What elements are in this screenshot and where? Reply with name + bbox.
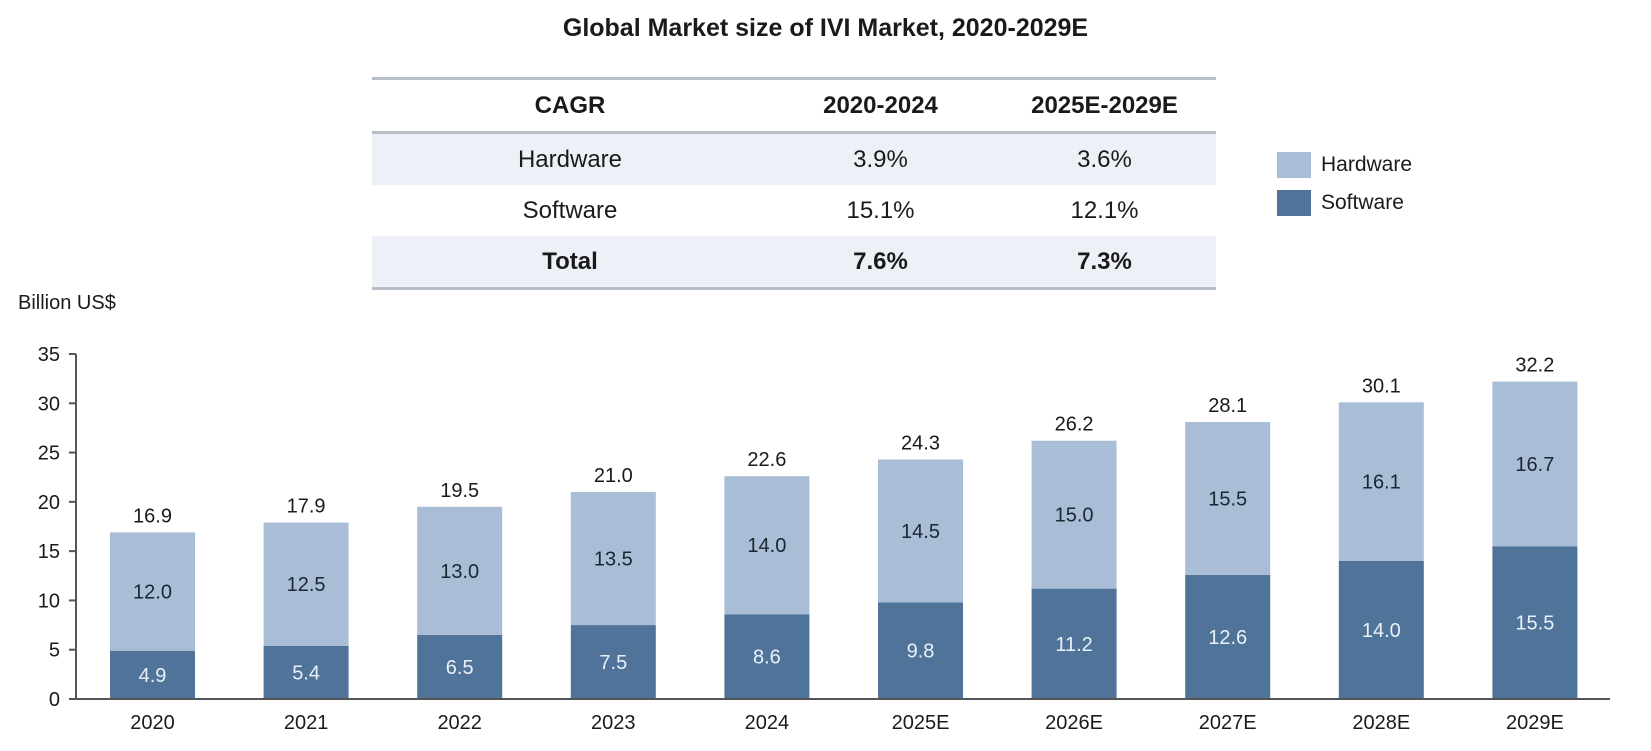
cagr-header: CAGR	[534, 91, 606, 119]
legend-label: Software	[1321, 191, 1404, 214]
bar-total-label: 30.1	[1362, 375, 1401, 397]
bar-segment-software	[417, 634, 503, 699]
chart-title: Global Market size of IVI Market, 2020-2…	[562, 14, 1089, 42]
bar-value-label: 15.5	[1208, 488, 1247, 510]
table-row-hardware: Hardware 3.9% 3.6%	[372, 132, 1216, 185]
cagr-table: CAGR 2020-2024 2025E-2029E Hardware 3.9%…	[372, 77, 1216, 290]
bar-segment-software	[570, 625, 656, 699]
bar-segment-hardware	[1492, 381, 1578, 547]
bar-total-label: 24.3	[901, 432, 940, 454]
bar-total-label: 19.5	[440, 480, 479, 502]
table-row-total: Total 7.6% 7.3%	[372, 236, 1216, 289]
y-tick-label: 30	[38, 393, 60, 415]
y-axis-label: Billion US$	[18, 292, 116, 314]
x-tick-label: 2027E	[1199, 712, 1257, 734]
bar-value-label: 7.5	[599, 652, 627, 674]
bar-segment-software	[1031, 588, 1117, 699]
bar-value-label: 9.8	[907, 641, 935, 663]
bar-total-label: 16.9	[133, 505, 172, 527]
x-tick-label: 2020	[130, 712, 175, 734]
legend-item-hardware: Hardware	[1277, 146, 1412, 184]
period-2-header: 2025E-2029E	[1031, 91, 1178, 119]
bar-value-label: 12.6	[1208, 627, 1247, 649]
bar-total-label: 32.2	[1515, 355, 1554, 377]
y-tick-label: 35	[38, 344, 60, 366]
bar-segment-hardware	[1338, 402, 1424, 561]
bar-segment-hardware	[417, 506, 503, 635]
chart-legend: Hardware Software	[1277, 146, 1412, 222]
bar-segment-software	[1185, 574, 1271, 699]
bar-total-label: 26.2	[1055, 414, 1094, 436]
x-tick-label: 2029E	[1506, 712, 1564, 734]
x-tick-label: 2022	[437, 712, 482, 734]
row-label: Software	[522, 196, 618, 224]
cagr-table-header-row: CAGR 2020-2024 2025E-2029E	[372, 78, 1216, 133]
bar-segment-hardware	[570, 492, 656, 626]
bar-segment-hardware	[1185, 422, 1271, 575]
legend-item-software: Software	[1277, 184, 1412, 222]
cell-value: 7.3%	[993, 236, 1216, 289]
y-tick-label: 20	[38, 492, 60, 514]
cell-value: 3.6%	[993, 132, 1216, 185]
row-label: Hardware	[372, 132, 768, 185]
x-tick-label: 2021	[284, 712, 329, 734]
x-tick-label: 2028E	[1352, 712, 1410, 734]
bar-segment-hardware	[724, 476, 810, 615]
bar-value-label: 13.0	[440, 561, 479, 583]
y-tick-label: 5	[49, 640, 60, 662]
bar-value-label: 14.0	[1362, 620, 1401, 642]
bar-value-label: 11.2	[1055, 634, 1092, 656]
legend-swatch-hardware	[1277, 152, 1311, 178]
bar-segment-software	[110, 650, 195, 699]
bar-segment-software	[878, 602, 963, 699]
bar-total-label: 28.1	[1208, 395, 1247, 417]
bar-total-label: 21.0	[594, 465, 633, 487]
bar-value-label: 5.4	[292, 662, 320, 684]
y-tick-label: 0	[49, 689, 60, 711]
x-tick-label: 2024	[745, 712, 790, 734]
bar-value-label: 15.5	[1515, 613, 1554, 635]
legend-swatch-software	[1277, 190, 1311, 216]
row-label: Total	[372, 236, 768, 289]
bar-segment-software	[1492, 546, 1578, 699]
period-1-header: 2020-2024	[823, 91, 938, 119]
bar-segment-software	[263, 645, 349, 699]
bar-segment-hardware	[1031, 440, 1117, 589]
bar-value-label: 6.5	[446, 657, 474, 679]
bar-segment-hardware	[878, 459, 963, 603]
bar-segment-software	[1338, 561, 1424, 699]
bar-value-label: 4.9	[139, 665, 167, 687]
y-tick-label: 10	[38, 590, 60, 612]
x-tick-label: 2023	[591, 712, 636, 734]
cell-value: 15.1%	[846, 196, 915, 224]
cell-value: 3.9%	[768, 132, 993, 185]
bar-value-label: 12.0	[133, 582, 172, 604]
bar-total-label: 22.6	[747, 449, 786, 471]
bar-segment-software	[724, 614, 810, 699]
bar-value-label: 15.0	[1055, 505, 1094, 527]
bar-segment-hardware	[263, 522, 349, 646]
bar-total-label: 17.9	[287, 496, 326, 518]
cell-value: 7.6%	[768, 236, 993, 289]
bar-value-label: 16.1	[1362, 472, 1401, 494]
y-tick-label: 25	[38, 443, 60, 465]
bar-value-label: 12.5	[287, 574, 326, 596]
bar-value-label: 14.0	[747, 535, 786, 557]
bar-value-label: 13.5	[594, 549, 633, 571]
bar-segment-hardware	[110, 532, 195, 651]
x-tick-label: 2026E	[1045, 712, 1103, 734]
table-row-software: Software 15.1% 12.1%	[372, 185, 1216, 236]
cell-value: 12.1%	[1070, 196, 1139, 224]
bar-value-label: 16.7	[1515, 454, 1554, 476]
y-tick-label: 15	[38, 541, 60, 563]
x-tick-label: 2025E	[892, 712, 950, 734]
bar-value-label: 8.6	[753, 647, 781, 669]
bar-value-label: 14.5	[901, 521, 940, 543]
legend-label: Hardware	[1321, 153, 1413, 176]
